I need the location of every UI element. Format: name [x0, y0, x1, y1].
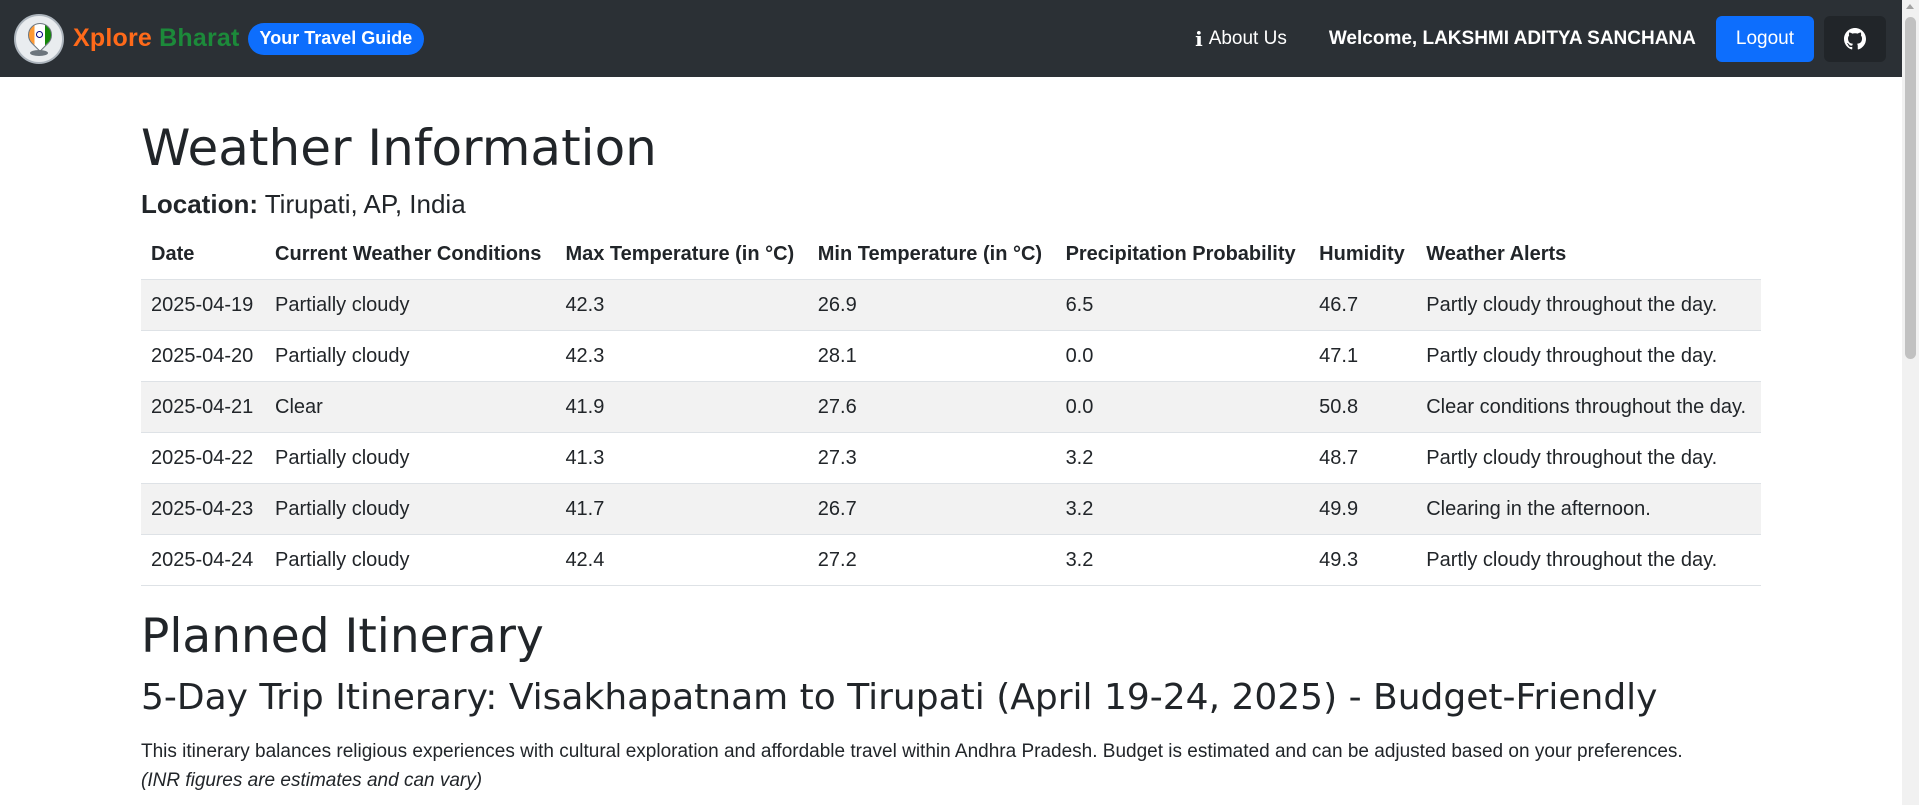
scroll-up-arrow-icon[interactable] [1906, 4, 1914, 9]
github-button[interactable] [1824, 15, 1886, 62]
cell-humidity: 48.7 [1309, 432, 1417, 484]
cell-humidity: 46.7 [1309, 279, 1417, 331]
cell-precipitation: 6.5 [1055, 279, 1310, 331]
cell-alerts: Clear conditions throughout the day. [1416, 381, 1761, 433]
cell-min-temp: 27.2 [807, 534, 1056, 586]
table-row: 2025-04-22 Partially cloudy 41.3 27.3 3.… [141, 432, 1761, 484]
page-scrollbar[interactable] [1902, 0, 1919, 805]
cell-conditions: Clear [265, 381, 556, 433]
cell-precipitation: 3.2 [1055, 483, 1310, 535]
nav-right: i About Us Welcome, LAKSHMI ADITYA SANCH… [1195, 0, 1886, 77]
table-row: 2025-04-20 Partially cloudy 42.3 28.1 0.… [141, 330, 1761, 382]
welcome-text: Welcome, LAKSHMI ADITYA SANCHANA [1328, 27, 1696, 49]
cell-humidity: 49.9 [1309, 483, 1417, 535]
cell-conditions: Partially cloudy [265, 330, 556, 382]
table-row: 2025-04-19 Partially cloudy 42.3 26.9 6.… [141, 279, 1761, 331]
cell-max-temp: 42.3 [555, 330, 808, 382]
trip-title: 5-Day Trip Itinerary: Visakhapatnam to T… [141, 677, 1658, 718]
col-date: Date [141, 229, 266, 280]
logout-button[interactable]: Logout [1715, 15, 1814, 62]
itinerary-title: Planned Itinerary [141, 609, 544, 664]
location-label: Location: [141, 189, 258, 219]
cell-precipitation: 0.0 [1055, 381, 1310, 433]
itinerary-note: (INR figures are estimates and can vary) [141, 770, 483, 791]
cell-alerts: Partly cloudy throughout the day. [1416, 432, 1761, 484]
navbar: Xplore Bharat Your Travel Guide i About … [0, 0, 1902, 77]
cell-conditions: Partially cloudy [265, 432, 556, 484]
col-min-temp: Min Temperature (in °C) [807, 229, 1056, 280]
cell-alerts: Partly cloudy throughout the day. [1416, 330, 1761, 382]
logo-icon [14, 13, 64, 64]
brand-link[interactable]: Xplore Bharat Your Travel Guide [14, 13, 425, 64]
about-us-label: About Us [1208, 27, 1287, 49]
cell-precipitation: 3.2 [1055, 432, 1310, 484]
about-us-link[interactable]: i About Us [1195, 27, 1287, 51]
tagline-badge: Your Travel Guide [247, 22, 425, 55]
cell-alerts: Clearing in the afternoon. [1416, 483, 1761, 535]
cell-humidity: 49.3 [1309, 534, 1417, 586]
cell-max-temp: 41.9 [555, 381, 808, 433]
cell-conditions: Partially cloudy [265, 483, 556, 535]
brand-name: Xplore Bharat [73, 24, 240, 53]
cell-max-temp: 41.3 [555, 432, 808, 484]
cell-date: 2025-04-23 [141, 483, 266, 535]
col-conditions: Current Weather Conditions [265, 229, 556, 280]
location-value: Tirupati, AP, India [264, 189, 466, 219]
cell-min-temp: 27.3 [807, 432, 1056, 484]
cell-alerts: Partly cloudy throughout the day. [1416, 279, 1761, 331]
cell-precipitation: 0.0 [1055, 330, 1310, 382]
location-line: Location: Tirupati, AP, India [141, 189, 466, 220]
cell-conditions: Partially cloudy [265, 534, 556, 586]
table-row: 2025-04-21 Clear 41.9 27.6 0.0 50.8 Clea… [141, 381, 1761, 433]
col-precipitation: Precipitation Probability [1055, 229, 1310, 280]
weather-table-header-row: Date Current Weather Conditions Max Temp… [141, 229, 1761, 280]
cell-date: 2025-04-20 [141, 330, 266, 382]
cell-max-temp: 42.3 [555, 279, 808, 331]
info-icon: i [1195, 26, 1203, 51]
weather-table: Date Current Weather Conditions Max Temp… [141, 229, 1761, 586]
cell-date: 2025-04-21 [141, 381, 266, 433]
table-row: 2025-04-23 Partially cloudy 41.7 26.7 3.… [141, 483, 1761, 535]
brand-name-first: Xplore [73, 24, 152, 52]
cell-humidity: 47.1 [1309, 330, 1417, 382]
itinerary-description: This itinerary balances religious experi… [141, 737, 1761, 795]
cell-precipitation: 3.2 [1055, 534, 1310, 586]
col-max-temp: Max Temperature (in °C) [555, 229, 808, 280]
cell-conditions: Partially cloudy [265, 279, 556, 331]
github-icon [1844, 27, 1866, 49]
cell-max-temp: 41.7 [555, 483, 808, 535]
scrollbar-thumb[interactable] [1905, 17, 1916, 359]
cell-min-temp: 26.7 [807, 483, 1056, 535]
cell-date: 2025-04-19 [141, 279, 266, 331]
cell-date: 2025-04-22 [141, 432, 266, 484]
brand-name-second: Bharat [159, 24, 240, 52]
cell-alerts: Partly cloudy throughout the day. [1416, 534, 1761, 586]
cell-humidity: 50.8 [1309, 381, 1417, 433]
col-alerts: Weather Alerts [1416, 229, 1761, 280]
itinerary-description-text: This itinerary balances religious experi… [141, 741, 1683, 762]
weather-title: Weather Information [141, 119, 657, 177]
cell-min-temp: 28.1 [807, 330, 1056, 382]
cell-date: 2025-04-24 [141, 534, 266, 586]
col-humidity: Humidity [1309, 229, 1417, 280]
cell-min-temp: 26.9 [807, 279, 1056, 331]
table-row: 2025-04-24 Partially cloudy 42.4 27.2 3.… [141, 534, 1761, 586]
cell-max-temp: 42.4 [555, 534, 808, 586]
cell-min-temp: 27.6 [807, 381, 1056, 433]
